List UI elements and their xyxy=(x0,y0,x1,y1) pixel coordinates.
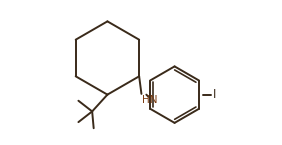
Text: I: I xyxy=(212,88,216,101)
Text: HN: HN xyxy=(142,95,157,105)
